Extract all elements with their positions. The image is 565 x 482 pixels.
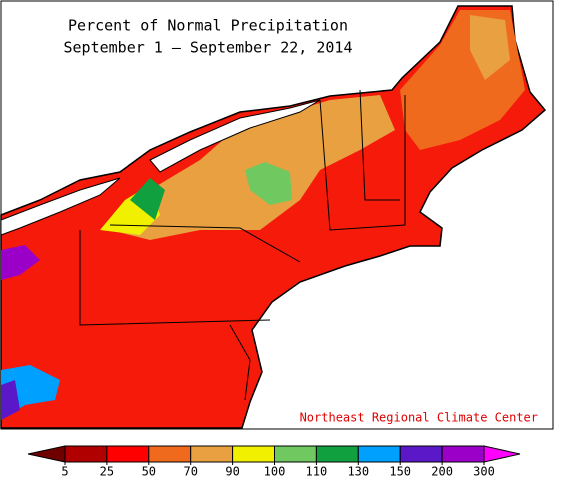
lake-erie [0,177,121,236]
legend-tick-label: 5 [61,465,68,479]
region-wet [1,245,40,280]
legend-swatch [232,445,276,463]
legend-end [27,445,66,463]
legend-swatch [441,445,485,463]
legend-swatch [315,445,359,463]
legend-tick-label: 50 [142,465,156,479]
legend-end [483,445,521,463]
legend-tick-label: 300 [473,465,495,479]
legend-tick-label: 150 [389,465,411,479]
credit: Northeast Regional Climate Center [300,411,538,425]
legend-tick-label: 130 [347,465,369,479]
legend-swatch [106,445,150,463]
legend-swatch [148,445,192,463]
map-subtitle: September 1 — September 22, 2014 [64,39,353,57]
state-border [229,324,251,401]
legend-swatch [357,445,401,463]
legend-tick-label: 90 [225,465,239,479]
legend-swatch [64,445,108,463]
region-wet [1,380,20,420]
region-wet [130,178,165,220]
state-border [79,230,271,326]
region-wet [470,15,510,80]
legend-tick-label: 110 [306,465,328,479]
legend-swatch [399,445,443,463]
legend-tick-label: 100 [264,465,286,479]
state-border [109,224,301,263]
legend-tick-label: 200 [431,465,453,479]
map: Percent of Normal Precipitation Septembe… [0,0,554,430]
lake-ontario [149,99,321,173]
legend-swatch [190,445,234,463]
legend-tick-label: 25 [100,465,114,479]
state-border [319,95,406,231]
state-border [359,89,400,201]
map-title: Percent of Normal Precipitation [68,17,348,35]
legend: 5 25 50 70 90 100 110 130 150 200 300 [27,445,521,479]
legend-tick-label: 70 [183,465,197,479]
legend-swatch [274,445,317,463]
region-wet [245,162,292,205]
